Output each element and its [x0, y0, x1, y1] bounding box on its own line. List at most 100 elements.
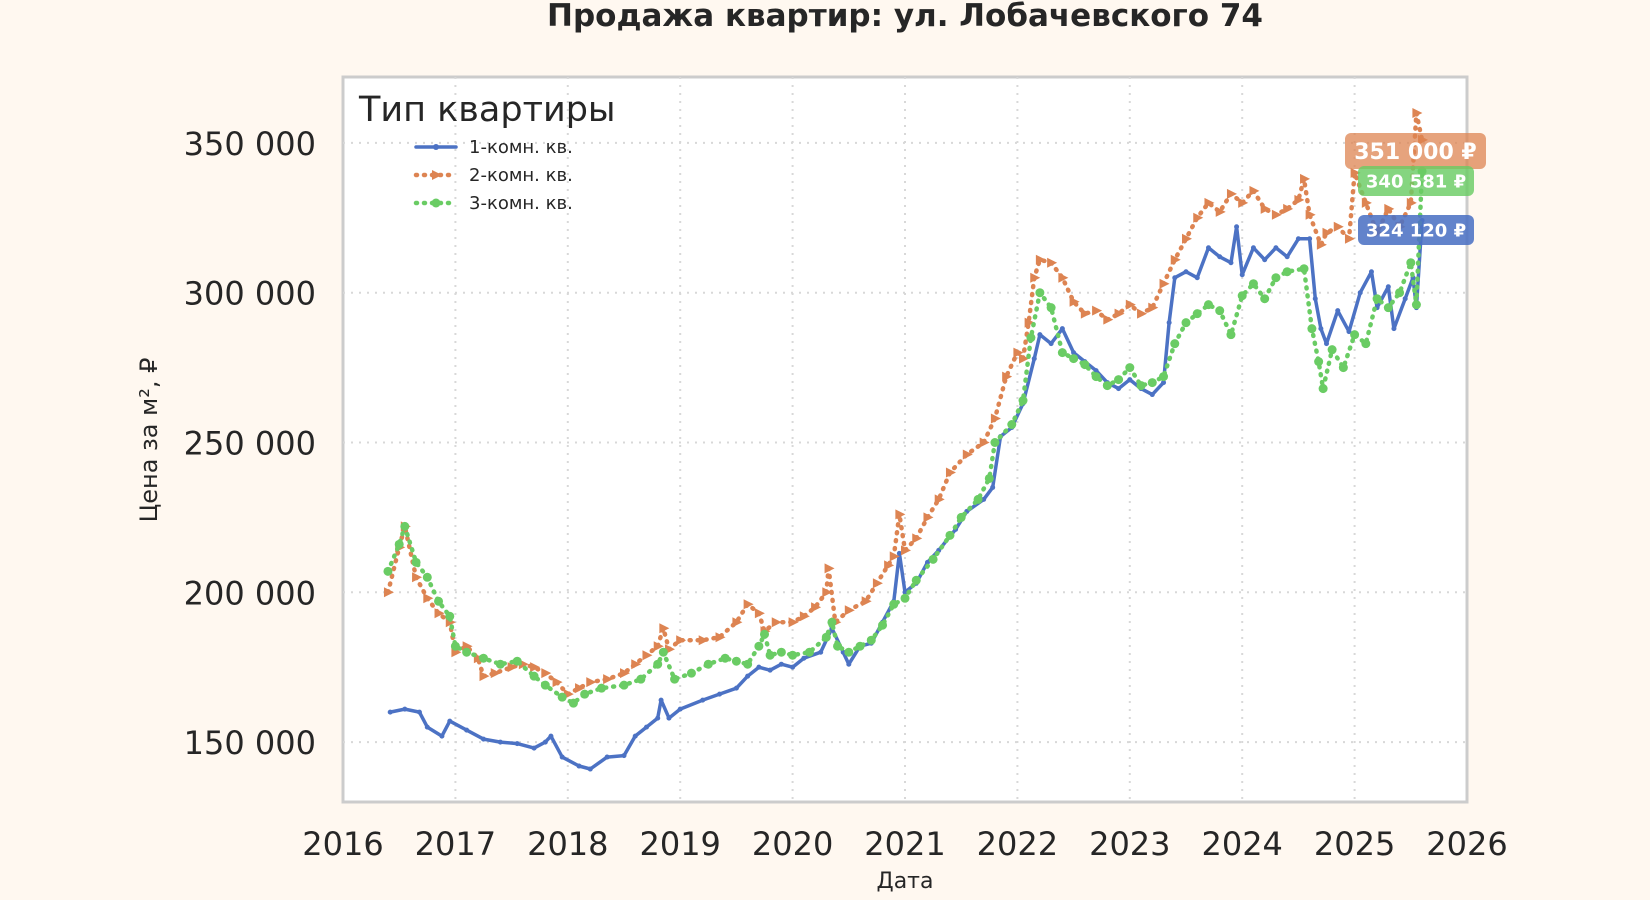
- data-point: [866, 635, 876, 645]
- data-point: [402, 706, 408, 712]
- data-point: [733, 685, 739, 691]
- data-point: [631, 659, 642, 670]
- data-point: [1183, 269, 1189, 275]
- data-point: [799, 611, 810, 622]
- data-point: [439, 733, 445, 739]
- data-point: [884, 560, 895, 571]
- data-point: [1194, 275, 1200, 281]
- legend-item-label: 3-комн. кв.: [469, 193, 573, 214]
- end-label-text: 351 000 ₽: [1354, 140, 1476, 165]
- data-point: [423, 593, 434, 604]
- x-tick-label: 2020: [752, 825, 833, 863]
- data-point: [1335, 308, 1341, 314]
- data-point: [1114, 375, 1124, 385]
- data-point: [821, 632, 831, 642]
- data-point: [1350, 167, 1361, 178]
- data-point: [1406, 197, 1417, 208]
- data-point: [911, 575, 921, 585]
- data-point: [424, 724, 430, 730]
- legend-item-label: 2-комн. кв.: [469, 165, 573, 186]
- series-lines: [383, 107, 1429, 772]
- data-point: [824, 563, 835, 574]
- data-point: [788, 617, 799, 628]
- data-point: [1205, 245, 1211, 251]
- data-point: [895, 509, 906, 520]
- data-point: [1137, 308, 1148, 319]
- data-point: [1273, 245, 1279, 251]
- data-point: [745, 673, 751, 679]
- data-point: [1069, 354, 1079, 364]
- data-point: [1307, 236, 1313, 242]
- data-point: [790, 664, 796, 670]
- data-point: [872, 578, 883, 589]
- data-point: [495, 659, 505, 669]
- data-point: [1226, 330, 1236, 340]
- end-label-2: 351 000 ₽: [1345, 133, 1486, 169]
- data-point: [1103, 314, 1114, 325]
- data-point: [658, 647, 668, 657]
- data-point: [643, 724, 649, 730]
- data-point: [542, 739, 548, 745]
- data-point: [1237, 291, 1247, 301]
- data-point: [811, 602, 822, 613]
- data-point: [743, 599, 754, 610]
- data-point: [587, 766, 593, 772]
- data-point: [1271, 273, 1281, 283]
- data-point: [1294, 194, 1305, 205]
- data-point: [818, 649, 824, 655]
- data-point: [1170, 254, 1181, 265]
- data-point: [827, 617, 837, 627]
- data-point: [1127, 377, 1133, 383]
- data-point: [1147, 378, 1157, 388]
- y-tick-label: 150 000: [184, 724, 316, 762]
- data-point: [1047, 257, 1058, 268]
- data-point: [1166, 320, 1172, 326]
- data-point: [434, 608, 445, 619]
- data-point: [1412, 107, 1423, 118]
- data-point: [541, 668, 552, 679]
- data-point: [1030, 272, 1041, 283]
- data-point: [1283, 203, 1294, 214]
- data-point: [956, 512, 966, 522]
- data-point: [1149, 392, 1155, 398]
- legend-entries: 1-комн. кв. 2-комн. кв. 3-комн. кв.: [413, 137, 573, 214]
- data-point: [1300, 173, 1311, 184]
- data-point: [497, 739, 503, 745]
- data-point: [1384, 203, 1395, 214]
- data-point: [1181, 318, 1191, 328]
- data-point: [1204, 197, 1215, 208]
- data-point: [923, 512, 934, 523]
- chart-title: Продажа квартир: ул. Лобачевского 74: [547, 0, 1263, 34]
- data-point: [514, 741, 520, 747]
- data-point: [653, 659, 663, 669]
- data-point: [659, 623, 670, 634]
- x-tick-label: 2022: [977, 825, 1058, 863]
- legend-item-label: 1-комн. кв.: [469, 137, 573, 158]
- data-point: [1059, 326, 1065, 332]
- data-point: [434, 596, 444, 606]
- data-point: [394, 539, 404, 549]
- data-point: [653, 641, 664, 652]
- data-point: [1215, 306, 1225, 316]
- data-point: [619, 680, 629, 690]
- data-point: [934, 494, 945, 505]
- data-point: [912, 533, 923, 544]
- data-point: [1327, 345, 1337, 355]
- data-point: [844, 647, 854, 657]
- data-point: [642, 650, 653, 661]
- data-point: [720, 653, 730, 663]
- data-point: [889, 551, 900, 562]
- data-point: [416, 709, 422, 715]
- data-point: [1092, 305, 1103, 316]
- data-point: [1172, 275, 1178, 281]
- data-point: [1250, 245, 1256, 251]
- data-point: [1262, 257, 1268, 263]
- data-point: [686, 668, 696, 678]
- data-point: [1322, 227, 1333, 238]
- y-tick-label: 250 000: [184, 424, 316, 462]
- legend-item-3: 3-комн. кв.: [413, 193, 573, 214]
- legend-swatch-marker: [431, 198, 441, 208]
- data-point: [464, 727, 470, 733]
- x-tick-label: 2024: [1201, 825, 1282, 863]
